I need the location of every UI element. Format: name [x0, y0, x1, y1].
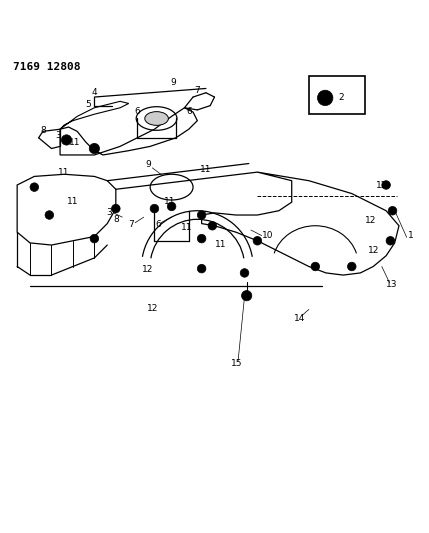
Circle shape [240, 269, 249, 277]
Text: 11: 11 [164, 197, 175, 206]
Circle shape [388, 206, 397, 215]
Circle shape [197, 264, 206, 273]
Circle shape [347, 262, 356, 271]
Text: 12: 12 [366, 216, 377, 225]
Text: 9: 9 [145, 160, 151, 169]
Circle shape [167, 202, 176, 211]
Circle shape [208, 221, 217, 230]
Circle shape [90, 235, 99, 243]
Text: 11: 11 [181, 223, 192, 231]
Text: 5: 5 [85, 100, 91, 109]
Circle shape [61, 135, 72, 145]
Text: 3: 3 [106, 208, 112, 217]
Circle shape [112, 204, 120, 213]
Text: 8: 8 [40, 126, 46, 135]
Text: 11: 11 [200, 165, 211, 174]
Text: 12: 12 [147, 304, 158, 313]
Text: 3: 3 [55, 131, 61, 140]
Circle shape [242, 290, 252, 301]
Text: 12: 12 [142, 265, 154, 274]
Circle shape [253, 237, 262, 245]
Circle shape [30, 183, 39, 191]
Circle shape [317, 90, 333, 106]
Ellipse shape [145, 111, 168, 125]
Text: 2: 2 [338, 93, 344, 102]
Text: 12: 12 [376, 181, 387, 190]
Text: 11: 11 [215, 240, 227, 249]
Text: 7: 7 [194, 86, 200, 95]
Text: 6: 6 [186, 107, 192, 116]
Text: 12: 12 [369, 246, 380, 255]
Text: 14: 14 [294, 314, 305, 324]
Circle shape [197, 235, 206, 243]
Circle shape [197, 211, 206, 219]
Circle shape [382, 181, 390, 189]
Text: 8: 8 [113, 215, 119, 224]
Text: 15: 15 [231, 359, 242, 368]
Circle shape [311, 262, 320, 271]
Circle shape [386, 237, 395, 245]
Text: 9: 9 [171, 78, 177, 87]
Text: 11: 11 [58, 168, 69, 177]
Circle shape [89, 143, 100, 154]
Text: 7169 12808: 7169 12808 [13, 62, 80, 72]
Circle shape [45, 211, 54, 219]
Text: 6: 6 [156, 220, 162, 229]
Text: 11: 11 [67, 197, 79, 206]
Bar [309, 76, 365, 114]
Circle shape [150, 204, 159, 213]
Text: 10: 10 [263, 231, 274, 240]
Text: 13: 13 [386, 280, 397, 289]
Text: 4: 4 [91, 88, 97, 97]
Text: 7: 7 [128, 220, 134, 229]
Text: 11: 11 [69, 138, 81, 147]
Text: 6: 6 [134, 107, 140, 116]
Text: 1: 1 [408, 231, 414, 240]
